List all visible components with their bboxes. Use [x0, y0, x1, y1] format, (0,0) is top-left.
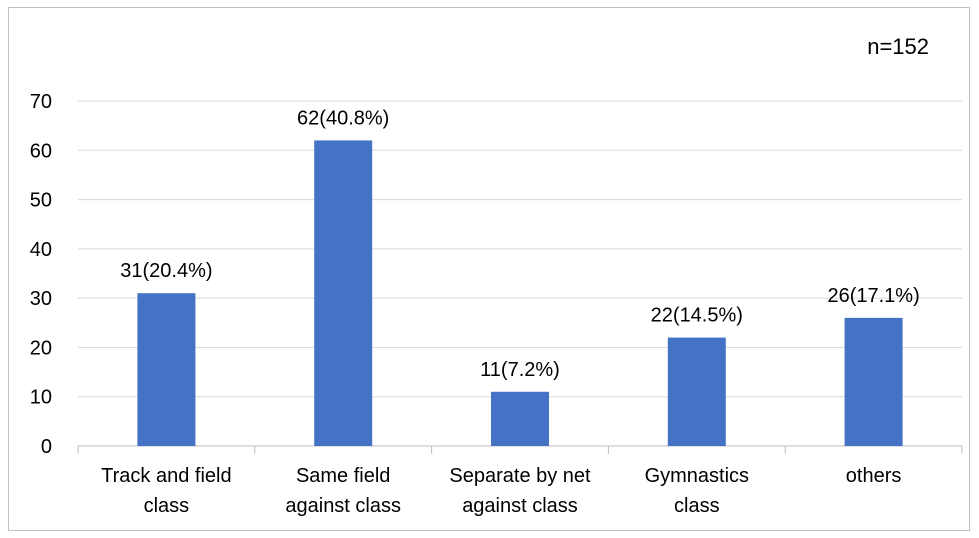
- sample-size-annotation: n=152: [867, 34, 929, 59]
- data-label-0: 31(20.4%): [120, 260, 212, 282]
- y-tick-label-20: 20: [30, 337, 52, 359]
- data-labels: 31(20.4%) 62(40.8%) 11(7.2%) 22(14.5%) 26(17…: [120, 107, 919, 380]
- data-label-1: 62(40.8%): [297, 107, 389, 129]
- gridlines: [78, 100, 962, 398]
- y-tick-label-50: 50: [30, 190, 52, 212]
- category-label-2: Separate by net against class: [449, 465, 591, 517]
- bar-0: [137, 293, 196, 446]
- y-tick-label-10: 10: [30, 387, 52, 409]
- data-label-3: 22(14.5%): [651, 305, 743, 327]
- bar-2: [491, 391, 549, 446]
- bar-1: [314, 140, 373, 446]
- category-label-1: Same field against class: [285, 465, 401, 517]
- bar-3: [667, 337, 726, 446]
- axes: 0 10 20 30 40 50 60 70 Track and field class Same …: [30, 91, 963, 517]
- category-label-3: Gymnastics class: [645, 465, 749, 517]
- category-label-0: Track and field class: [101, 465, 231, 517]
- data-label-2: 11(7.2%): [480, 359, 560, 381]
- bars: [137, 140, 903, 446]
- y-tick-label-0: 0: [41, 436, 52, 458]
- y-tick-label-70: 70: [30, 91, 52, 113]
- category-label-4: others: [846, 465, 902, 487]
- y-tick-label-40: 40: [30, 239, 52, 261]
- y-tick-label-60: 60: [30, 140, 52, 162]
- data-label-4: 26(17.1%): [827, 285, 919, 307]
- bar-4: [844, 317, 903, 446]
- y-tick-label-30: 30: [30, 288, 52, 310]
